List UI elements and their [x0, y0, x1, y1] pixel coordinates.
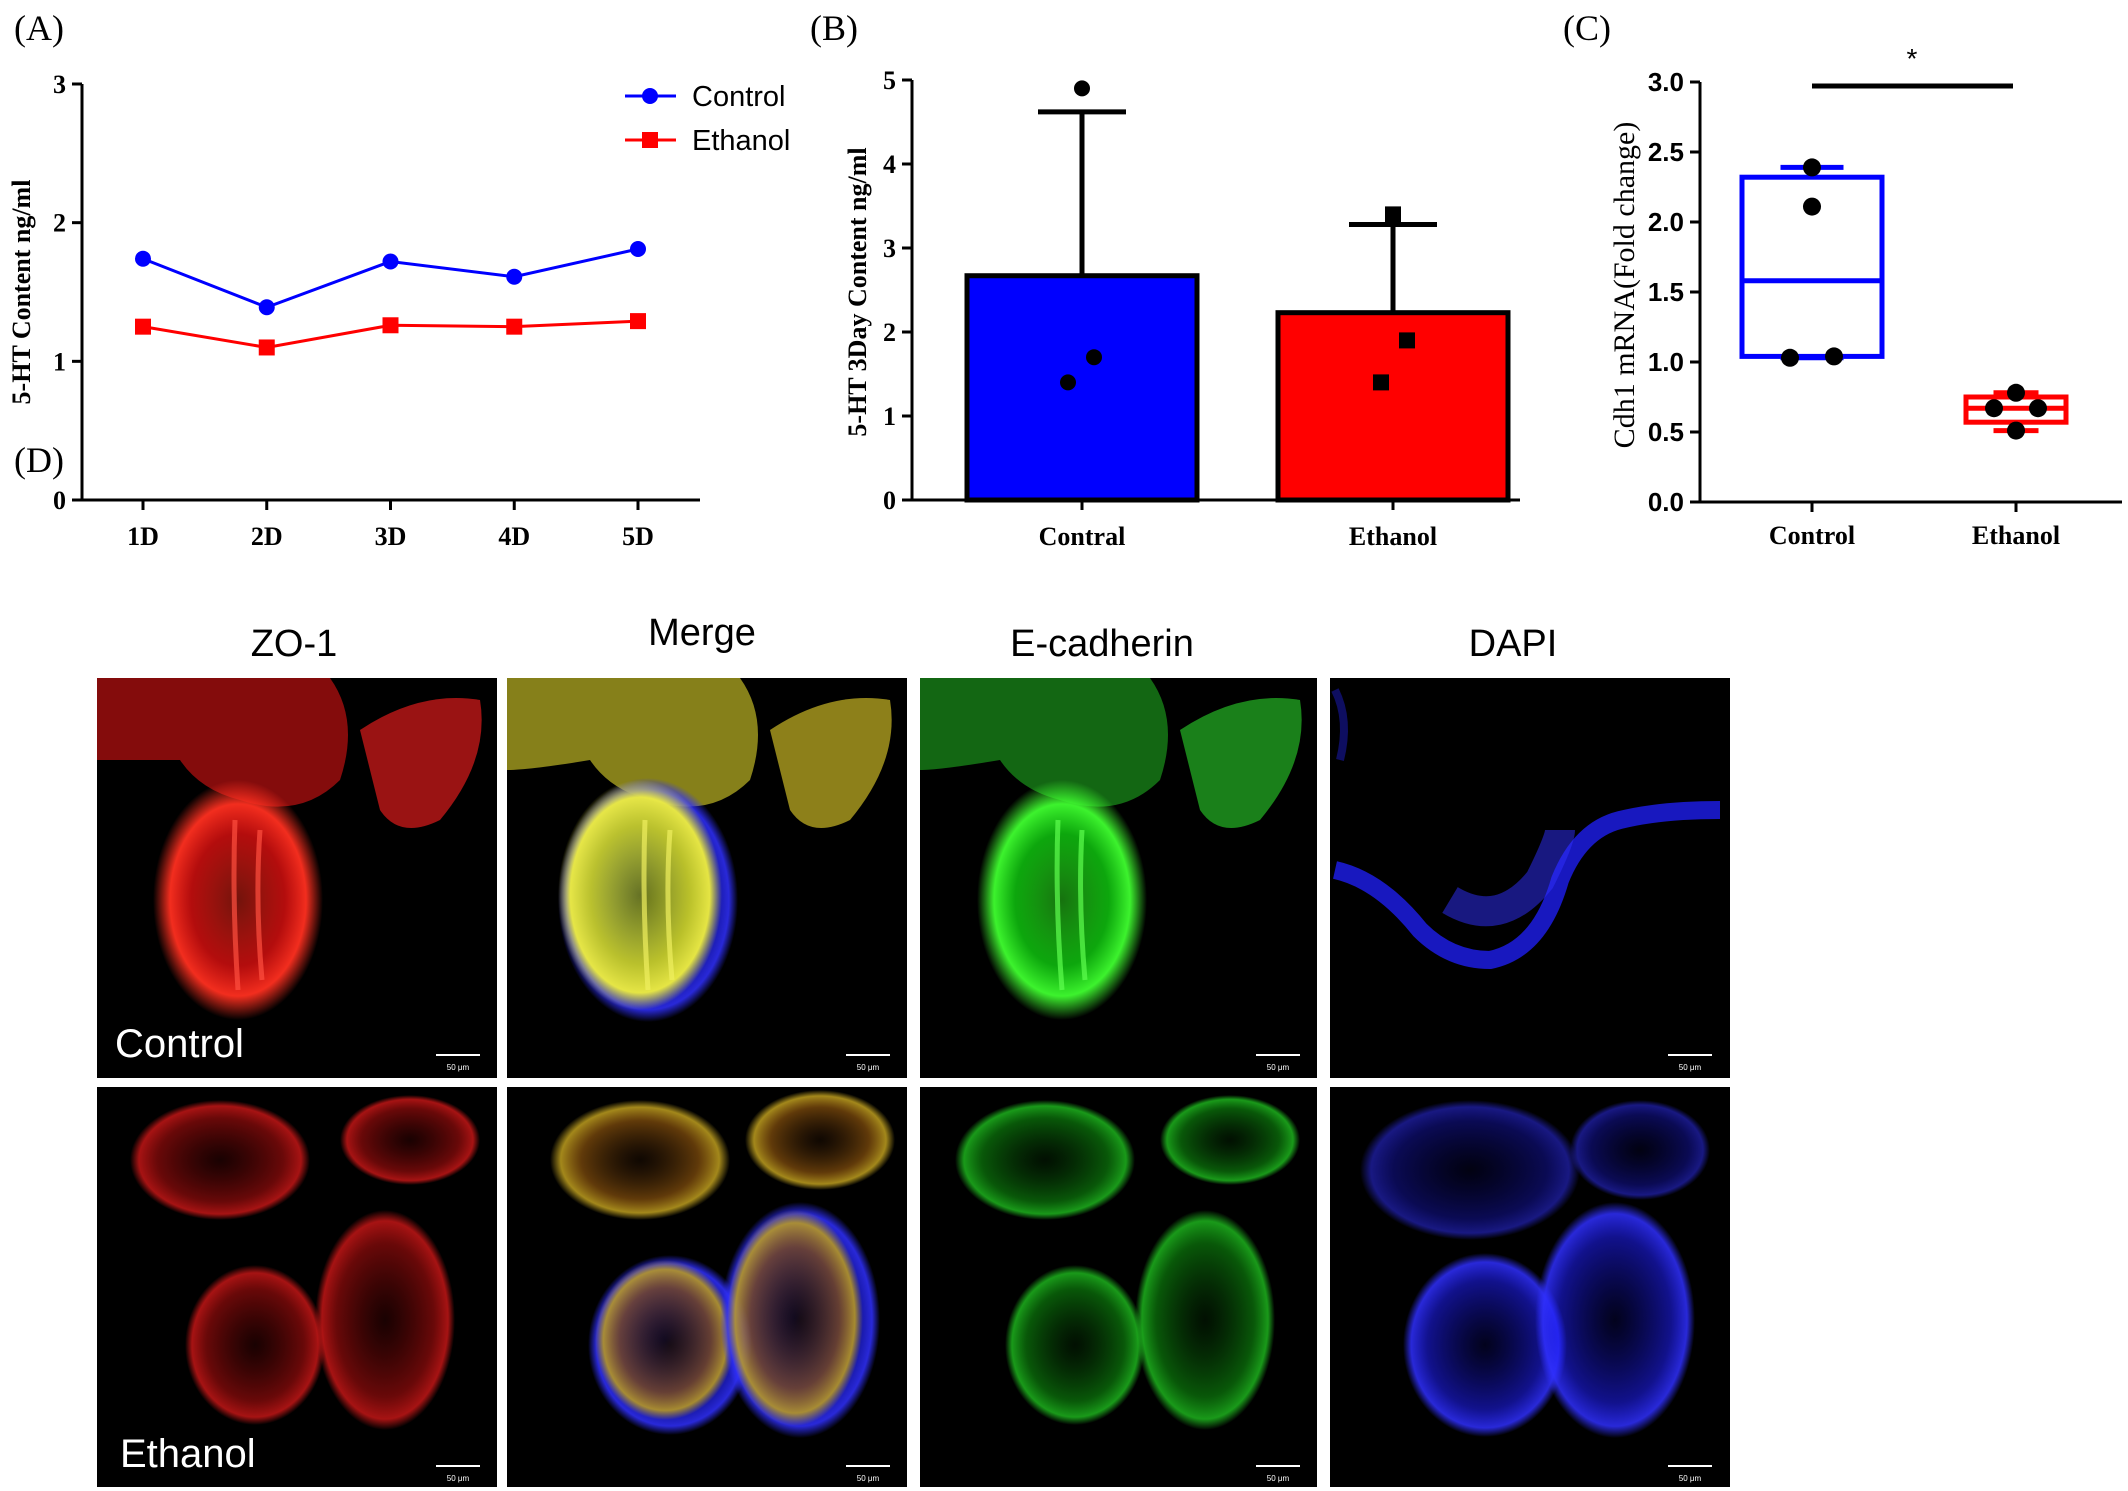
box-chart-panel-c: 0.0 0.5 1.0 1.5 2.0 2.5 3.0 Control Ethanol * C… — [1608, 43, 2122, 550]
scale-bar-label: 50 μm — [857, 1474, 880, 1483]
scale-bar-label: 50 μm — [1267, 1474, 1290, 1483]
scale-bar-label: 50 μm — [1267, 1063, 1290, 1072]
column-title-dapi: DAPI — [1469, 623, 1558, 665]
data-point-ethanol — [2007, 383, 2025, 402]
image-control-ecadherin: 50 μm — [920, 678, 1317, 1078]
panel-label-d: (D) — [14, 440, 64, 480]
data-point — [1385, 206, 1401, 223]
data-point-control — [135, 250, 151, 267]
scale-bar-label: 50 μm — [857, 1063, 880, 1072]
y-tick-label: 3 — [883, 234, 896, 263]
data-point-control — [258, 299, 275, 316]
column-title-merge: Merge — [648, 612, 756, 654]
line-chart-panel-a: 0 1 2 3 1D 2D 3D 4D 5D 5-HT Content ng/ml Contr… — [7, 70, 790, 551]
data-point-ethanol — [382, 317, 399, 334]
panel-label-b: (B) — [810, 8, 858, 48]
image-ethanol-dapi: 50 μm — [1330, 1087, 1730, 1487]
microscopy-panel-d: ZO-1 Merge E-cadherin DAPI Control 50 μm… — [97, 612, 1730, 1487]
data-point-ethanol — [506, 318, 523, 335]
scale-bar-label: 50 μm — [447, 1063, 470, 1072]
x-tick-label: Contral — [1039, 522, 1126, 551]
y-tick-label: 0.0 — [1648, 487, 1684, 517]
x-tick-label: 1D — [127, 522, 159, 551]
data-point-ethanol — [630, 313, 646, 330]
x-tick-label: Control — [1769, 521, 1855, 550]
scale-bar-label: 50 μm — [1679, 1063, 1702, 1072]
x-tick-label: 2D — [251, 522, 283, 551]
column-title-zo1: ZO-1 — [251, 623, 338, 665]
y-tick-label: 1.5 — [1648, 277, 1684, 307]
box-control — [1739, 174, 1885, 359]
data-point-control — [506, 268, 523, 285]
legend-label-ethanol: Ethanol — [692, 125, 790, 157]
data-point-control — [1803, 197, 1821, 216]
y-tick-label: 0 — [883, 486, 896, 515]
y-tick-label: 1 — [883, 402, 896, 431]
data-point-ethanol — [1985, 399, 2003, 418]
x-tick-label: 3D — [375, 522, 407, 551]
legend-label-control: Control — [692, 81, 786, 113]
image-ethanol-zo1: Ethanol 50 μm — [97, 1087, 497, 1487]
data-point-control — [630, 241, 646, 258]
x-tick-label: 4D — [498, 522, 530, 551]
x-tick-label: 5D — [622, 522, 654, 551]
x-tick-label: Ethanol — [1349, 522, 1437, 551]
y-tick-label: 2 — [53, 209, 66, 238]
column-title-ecadherin: E-cadherin — [1010, 623, 1194, 665]
significance-marker: * — [1907, 43, 1918, 74]
data-point-control — [1781, 348, 1799, 367]
row-label-control: Control — [115, 1022, 244, 1066]
y-tick-label: 0.5 — [1648, 417, 1684, 447]
data-point — [1373, 374, 1389, 391]
image-control-dapi: 50 μm — [1330, 678, 1730, 1078]
panel-label-a: (A) — [14, 8, 64, 48]
data-point-ethanol — [258, 339, 275, 356]
data-point-control — [1803, 158, 1821, 177]
image-ethanol-merge: 50 μm — [507, 1087, 907, 1487]
bar-contral — [964, 273, 1200, 503]
scale-bar-label: 50 μm — [447, 1474, 470, 1483]
y-axis-label: Cdh1 mRNA(Fold change) — [1608, 122, 1641, 449]
row-label-ethanol: Ethanol — [120, 1432, 256, 1476]
y-tick-label: 3 — [53, 70, 66, 99]
data-point — [1086, 349, 1102, 366]
legend-marker-ethanol — [642, 132, 658, 148]
data-point-ethanol — [2029, 399, 2047, 418]
data-point — [1399, 332, 1415, 349]
scale-bar-label: 50 μm — [1679, 1474, 1702, 1483]
y-axis-label: 5-HT 3Day Content ng/ml — [843, 147, 872, 436]
data-point-control — [1825, 347, 1843, 366]
y-tick-label: 2 — [883, 318, 896, 347]
data-point-ethanol — [2007, 421, 2025, 440]
x-tick-label: Ethanol — [1972, 521, 2060, 550]
data-point-ethanol — [135, 318, 151, 335]
data-point — [1074, 80, 1090, 97]
y-axis-label: 5-HT Content ng/ml — [7, 180, 36, 405]
legend-marker-control — [642, 88, 658, 104]
image-control-merge: 50 μm — [507, 678, 907, 1078]
y-tick-label: 2.5 — [1648, 137, 1684, 167]
y-tick-label: 4 — [883, 150, 896, 179]
y-tick-label: 2.0 — [1648, 207, 1684, 237]
image-control-zo1: Control 50 μm — [97, 678, 497, 1078]
data-point-control — [382, 253, 399, 270]
y-tick-label: 1.0 — [1648, 347, 1684, 377]
y-tick-label: 5 — [883, 66, 896, 95]
y-tick-label: 0 — [53, 486, 66, 515]
bar-ethanol — [1275, 310, 1511, 503]
legend: Control Ethanol — [625, 81, 790, 157]
image-ethanol-ecadherin: 50 μm — [920, 1087, 1317, 1487]
panel-label-c: (C) — [1563, 8, 1611, 48]
y-tick-label: 1 — [53, 347, 66, 376]
data-point — [1060, 374, 1076, 391]
bar-chart-panel-b: 0 1 2 3 4 5 Contral Ethanol 5-HT 3Day Content … — [843, 66, 1520, 551]
y-tick-label: 3.0 — [1648, 67, 1684, 97]
